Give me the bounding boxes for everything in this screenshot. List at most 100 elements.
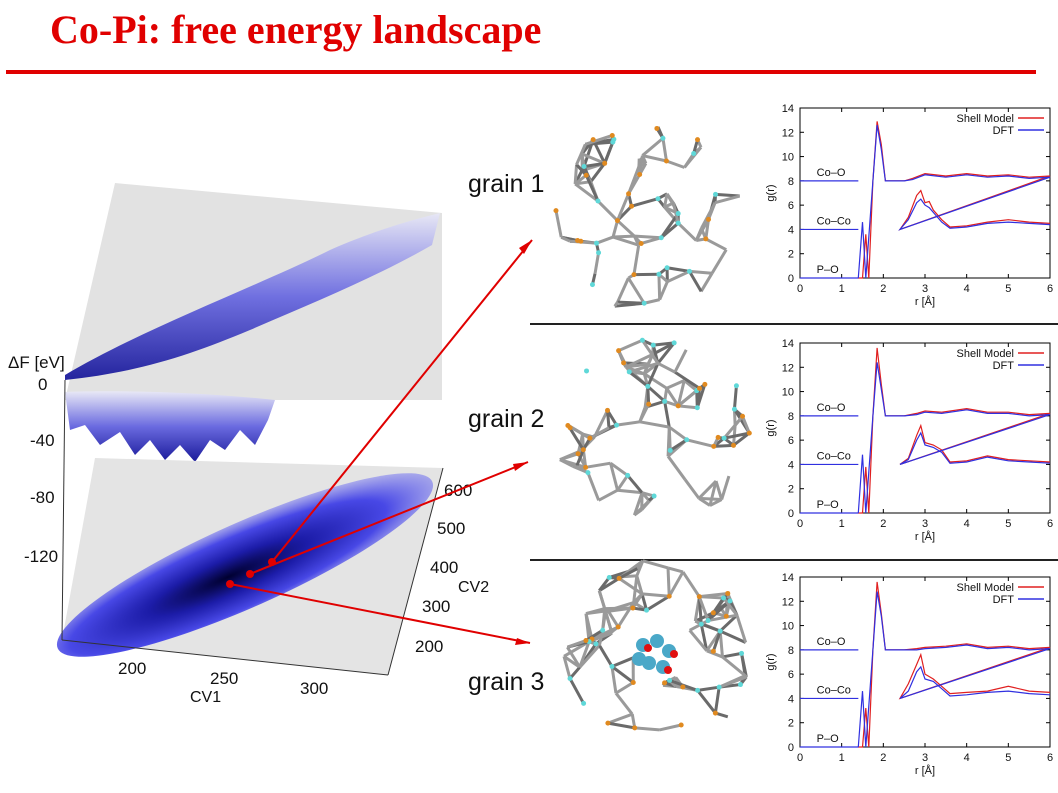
curve-annotation: Co–O — [817, 636, 846, 648]
bond — [610, 666, 618, 694]
cobalt-atom — [721, 435, 727, 441]
bond — [707, 202, 717, 220]
cobalt-atom — [609, 663, 615, 669]
energy-surface — [65, 213, 440, 380]
bond — [696, 689, 717, 714]
bond — [707, 613, 738, 623]
cobalt-atom — [675, 220, 681, 226]
x-tick-label: 2 — [880, 518, 886, 530]
cobalt-atom — [581, 163, 587, 169]
bond — [718, 630, 724, 658]
bond — [677, 222, 698, 242]
y-tick-label: 12 — [782, 127, 794, 139]
phosphorus-atom — [614, 218, 620, 224]
cobalt-atom — [716, 684, 722, 690]
bond — [593, 409, 609, 438]
x-tick-label: 1 — [839, 283, 845, 295]
oxygen-atom — [644, 644, 652, 652]
cobalt-atom — [658, 235, 664, 241]
y-tick-label: 8 — [788, 645, 794, 657]
bond — [628, 370, 649, 388]
phosphorus-atom — [609, 132, 615, 138]
phosphorus-atom — [711, 443, 717, 449]
bond — [603, 141, 615, 164]
cobalt-atom — [717, 628, 723, 634]
phosphorus-atom — [587, 435, 593, 441]
grain-arrows — [226, 239, 533, 645]
phosphorus-atom — [666, 593, 672, 599]
bond — [639, 420, 670, 429]
bond — [632, 244, 641, 275]
phosphorus-atom — [630, 605, 636, 611]
bond — [628, 361, 659, 374]
x-tick-label: 5 — [1005, 518, 1011, 530]
phosphorus-atom — [605, 720, 611, 726]
bond — [640, 593, 648, 611]
bond — [618, 338, 643, 353]
y-tick-label: 14 — [782, 103, 794, 115]
cobalt-atom — [639, 337, 645, 343]
y-tick-label: 10 — [782, 621, 794, 633]
cobalt-atom — [731, 406, 737, 412]
bond — [585, 461, 611, 469]
bond — [698, 496, 722, 502]
bond — [641, 339, 660, 365]
cobalt-atom — [667, 447, 673, 453]
bond — [721, 655, 747, 677]
cobalt-atom — [695, 687, 701, 693]
phosphorus-atom — [637, 172, 643, 178]
bond — [618, 577, 643, 596]
bond — [574, 182, 599, 203]
bond — [653, 341, 675, 347]
bond — [634, 726, 660, 732]
bond — [676, 380, 686, 407]
grain-label-1: grain 1 — [468, 170, 544, 198]
bond — [699, 272, 714, 293]
x-tick-label: 6 — [1047, 752, 1053, 764]
bond — [585, 628, 604, 642]
z-tick-label: -40 — [30, 431, 55, 450]
arrow-grain-3 — [226, 580, 531, 645]
x-tick-label: 1 — [839, 518, 845, 530]
bond — [697, 685, 720, 692]
bond — [665, 159, 685, 169]
grain-label-3: grain 3 — [468, 668, 544, 696]
cobalt-atom — [664, 265, 670, 271]
bond — [614, 692, 634, 716]
cobalt-atom — [626, 369, 632, 375]
bond — [613, 301, 619, 308]
phosphorus-atom — [621, 360, 627, 366]
bond — [640, 236, 662, 245]
bond — [566, 639, 587, 649]
phosphorus-atom — [615, 624, 621, 630]
bond — [663, 401, 671, 428]
bond — [597, 488, 619, 502]
cobalt-atom — [594, 240, 600, 246]
y-tick-label: 4 — [788, 224, 794, 236]
bond — [615, 681, 635, 695]
bond — [723, 431, 750, 440]
z-axis-line — [61, 379, 66, 641]
bond — [596, 199, 619, 222]
phosphorus-atom — [706, 216, 712, 222]
phosphorus-atom — [629, 203, 635, 209]
bond — [562, 655, 572, 679]
legend-label: Shell Model — [957, 582, 1014, 594]
curve-annotation: Co–Co — [817, 451, 851, 463]
bond — [660, 222, 680, 239]
series-line-1 — [857, 124, 1051, 279]
phosphorus-atom — [680, 684, 686, 690]
bond — [616, 474, 629, 492]
bond — [683, 152, 695, 169]
cobalt-atom — [691, 151, 697, 157]
bond — [616, 219, 636, 238]
phosphorus-atom — [626, 191, 632, 197]
cobalt-atom — [667, 677, 673, 683]
x-tick-label: 1 — [839, 752, 845, 764]
phosphorus-atom — [583, 638, 589, 644]
bond — [695, 383, 707, 409]
bond — [616, 277, 630, 303]
title-underline — [6, 70, 1036, 74]
